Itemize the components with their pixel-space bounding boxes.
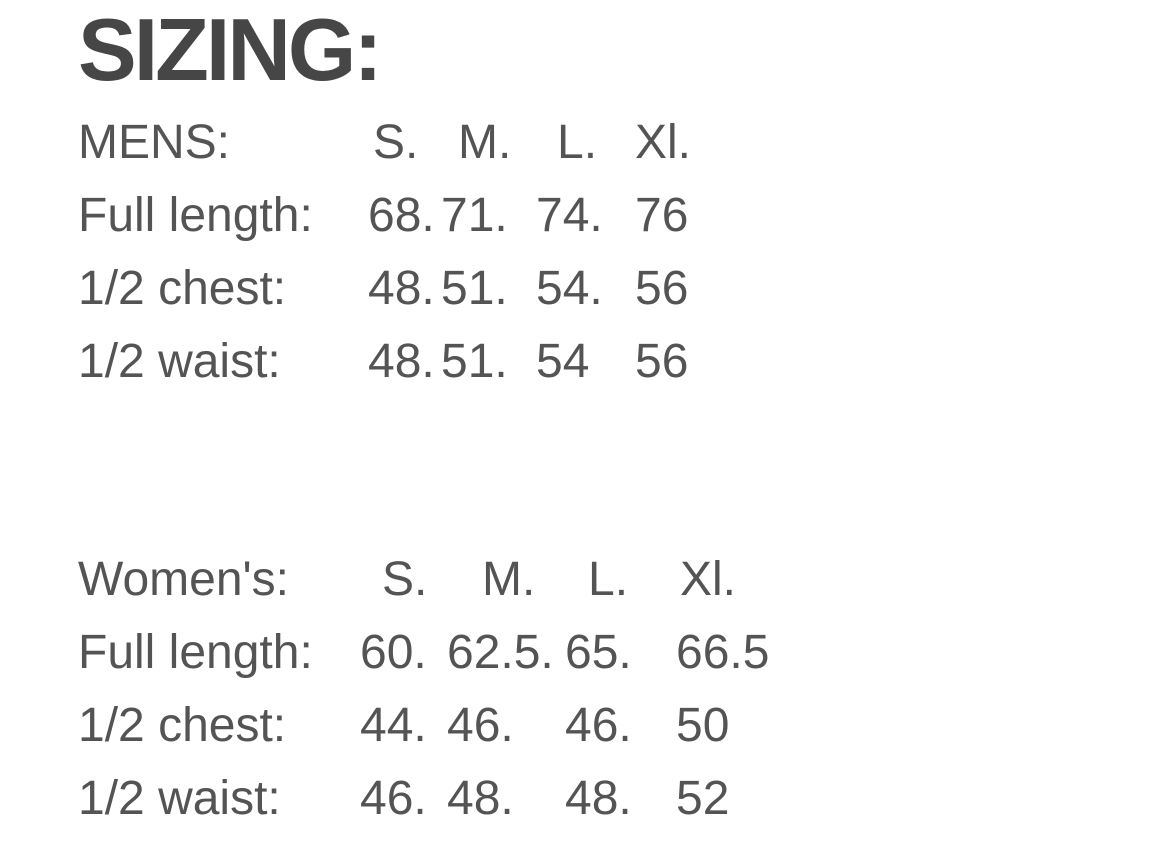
cell-l: 65.: [565, 626, 632, 679]
womens-size-table: Women's: S. M. L. Xl. Full length: 60. 6…: [78, 543, 1170, 835]
row-label: 1/2 waist:: [78, 772, 281, 825]
mens-half-chest-row: 1/2 chest: 48. 51. 54. 56: [78, 252, 1170, 325]
sizing-page: SIZING: MENS: S. M. L. Xl. Full length: …: [78, 0, 1170, 835]
cell-s: 60.: [360, 626, 427, 679]
cell-s: 44.: [360, 699, 427, 752]
cell-s: 48.: [368, 262, 435, 315]
womens-size-col-s: S.: [382, 553, 428, 606]
row-label: Full length:: [78, 626, 313, 679]
cell-m: 48.: [447, 772, 514, 825]
cell-s: 46.: [360, 772, 427, 825]
womens-size-col-m: M.: [482, 553, 536, 606]
mens-full-length-row: Full length: 68. 71. 74. 76: [78, 179, 1170, 252]
mens-size-col-l: L.: [557, 116, 598, 169]
cell-s: 48.: [368, 335, 435, 388]
cell-l: 74.: [536, 189, 603, 242]
row-label: 1/2 chest:: [78, 699, 287, 752]
cell-m: 62.5.: [447, 626, 554, 679]
cell-l: 46.: [565, 699, 632, 752]
row-label: Full length:: [78, 189, 313, 242]
womens-header-row: Women's: S. M. L. Xl.: [78, 543, 1170, 616]
cell-xl: 50: [676, 699, 730, 752]
womens-full-length-row: Full length: 60. 62.5. 65. 66.5: [78, 616, 1170, 689]
mens-section-label: MENS:: [78, 116, 231, 169]
cell-l: 48.: [565, 772, 632, 825]
mens-header-row: MENS: S. M. L. Xl.: [78, 106, 1170, 179]
cell-xl: 66.5: [676, 626, 770, 679]
mens-half-waist-row: 1/2 waist: 48. 51. 54 56: [78, 325, 1170, 398]
cell-xl: 52: [676, 772, 730, 825]
mens-size-col-s: S.: [373, 116, 419, 169]
cell-m: 51.: [441, 262, 508, 315]
womens-size-col-xl: Xl.: [680, 553, 737, 606]
cell-s: 68.: [368, 189, 435, 242]
page-title: SIZING:: [78, 0, 383, 99]
cell-xl: 56: [635, 262, 689, 315]
cell-m: 46.: [447, 699, 514, 752]
row-label: 1/2 waist:: [78, 335, 281, 388]
mens-size-col-xl: Xl.: [635, 116, 692, 169]
cell-xl: 56: [635, 335, 689, 388]
cell-l: 54.: [536, 262, 603, 315]
womens-half-chest-row: 1/2 chest: 44. 46. 46. 50: [78, 689, 1170, 762]
cell-m: 71.: [441, 189, 508, 242]
row-label: 1/2 chest:: [78, 262, 287, 315]
womens-half-waist-row: 1/2 waist: 46. 48. 48. 52: [78, 762, 1170, 835]
mens-size-col-m: M.: [458, 116, 512, 169]
cell-l: 54: [536, 335, 590, 388]
cell-xl: 76: [635, 189, 689, 242]
mens-size-table: MENS: S. M. L. Xl. Full length: 68. 71. …: [78, 106, 1170, 398]
womens-section-label: Women's:: [78, 553, 290, 606]
womens-size-col-l: L.: [588, 553, 629, 606]
cell-m: 51.: [441, 335, 508, 388]
